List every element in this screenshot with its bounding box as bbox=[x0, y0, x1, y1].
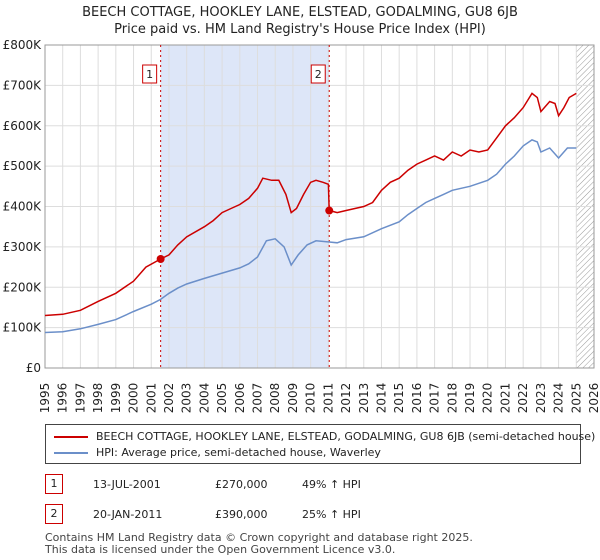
sale-label: 2 bbox=[315, 68, 322, 81]
x-tick-label: 2005 bbox=[215, 383, 229, 414]
sale-price: £270,000 bbox=[215, 478, 268, 491]
sale-date: 20-JAN-2011 bbox=[93, 508, 163, 521]
x-tick-label: 2013 bbox=[357, 383, 371, 414]
footer-line-1: Contains HM Land Registry data © Crown c… bbox=[45, 531, 473, 544]
price-chart: £0 £100K £200K £300K £400K £500K £600K £700K £80… bbox=[3, 38, 600, 414]
x-tick-label: 1995 bbox=[38, 383, 52, 414]
x-tick-label: 2006 bbox=[233, 383, 247, 414]
x-tick-label: 2024 bbox=[552, 383, 566, 414]
x-tick-label: 2008 bbox=[268, 383, 282, 414]
x-tick-label: 2021 bbox=[498, 383, 512, 414]
title-line-1: BEECH COTTAGE, HOOKLEY LANE, ELSTEAD, GO… bbox=[82, 5, 518, 20]
sale-hpi-change: 49% ↑ HPI bbox=[302, 478, 361, 491]
x-tick-label: 2001 bbox=[144, 383, 158, 414]
x-tick-label: 2000 bbox=[127, 383, 141, 414]
x-tick-label: 2009 bbox=[286, 383, 300, 414]
x-tick-label: 2007 bbox=[251, 383, 265, 414]
sale-label: 1 bbox=[146, 68, 153, 81]
x-tick-label: 2026 bbox=[587, 383, 600, 414]
y-tick-label: £0 bbox=[26, 361, 41, 375]
x-tick-label: 2011 bbox=[321, 383, 335, 414]
x-tick-label: 2010 bbox=[304, 383, 318, 414]
x-tick-label: 2003 bbox=[180, 383, 194, 414]
x-tick-label: 2012 bbox=[339, 383, 353, 414]
plot-frame bbox=[44, 44, 595, 369]
y-tick-label: £100K bbox=[3, 321, 43, 335]
x-tick-label: 1997 bbox=[73, 383, 87, 414]
legend-swatch-red bbox=[54, 436, 88, 438]
x-tick-label: 1998 bbox=[91, 383, 105, 414]
legend-item-property: BEECH COTTAGE, HOOKLEY LANE, ELSTEAD, GO… bbox=[54, 429, 595, 445]
legend-swatch-blue bbox=[54, 452, 88, 454]
y-tick-label: £400K bbox=[3, 200, 43, 214]
x-tick-label: 2022 bbox=[516, 383, 530, 414]
y-tick-label: £800K bbox=[3, 38, 43, 52]
x-tick-label: 1996 bbox=[56, 383, 70, 414]
x-tick-label: 2025 bbox=[569, 383, 583, 414]
sale-point bbox=[325, 206, 334, 215]
sale-point bbox=[156, 254, 165, 263]
x-tick-label: 2020 bbox=[481, 383, 495, 414]
y-tick-label: £700K bbox=[3, 78, 43, 92]
property-price-line bbox=[44, 92, 577, 317]
x-tick-label: 2016 bbox=[410, 383, 424, 414]
y-tick-label: £500K bbox=[3, 159, 43, 173]
sale-hpi-change: 25% ↑ HPI bbox=[302, 508, 361, 521]
sale-label-box bbox=[310, 64, 326, 84]
y-tick-label: £300K bbox=[3, 240, 43, 254]
x-tick-label: 1999 bbox=[109, 383, 123, 414]
legend-item-hpi: HPI: Average price, semi-detached house,… bbox=[54, 445, 381, 461]
chart-title: BEECH COTTAGE, HOOKLEY LANE, ELSTEAD, GO… bbox=[0, 4, 600, 38]
title-line-2: Price paid vs. HM Land Registry's House … bbox=[114, 22, 486, 37]
x-tick-label: 2015 bbox=[392, 383, 406, 414]
x-tick-label: 2004 bbox=[197, 383, 211, 414]
hpi-line bbox=[44, 139, 577, 334]
legend: BEECH COTTAGE, HOOKLEY LANE, ELSTEAD, GO… bbox=[45, 424, 595, 464]
x-tick-label: 2019 bbox=[463, 383, 477, 414]
sale-price: £390,000 bbox=[215, 508, 268, 521]
footer: Contains HM Land Registry data © Crown c… bbox=[45, 532, 473, 556]
legend-label-property: BEECH COTTAGE, HOOKLEY LANE, ELSTEAD, GO… bbox=[96, 430, 596, 443]
legend-label-hpi: HPI: Average price, semi-detached house,… bbox=[96, 446, 381, 459]
sale-number-badge: 2 bbox=[45, 504, 63, 524]
x-tick-label: 2023 bbox=[534, 383, 548, 414]
x-tick-label: 2017 bbox=[428, 383, 442, 414]
x-tick-label: 2014 bbox=[374, 383, 388, 414]
sale-date: 13-JUL-2001 bbox=[93, 478, 161, 491]
sale-number-badge: 1 bbox=[45, 474, 63, 494]
x-tick-label: 2018 bbox=[445, 383, 459, 414]
footer-line-2: This data is licensed under the Open Gov… bbox=[45, 543, 396, 556]
y-tick-label: £200K bbox=[3, 280, 43, 294]
y-tick-label: £600K bbox=[3, 119, 43, 133]
x-tick-label: 2002 bbox=[162, 383, 176, 414]
sale-label-box bbox=[142, 64, 158, 84]
